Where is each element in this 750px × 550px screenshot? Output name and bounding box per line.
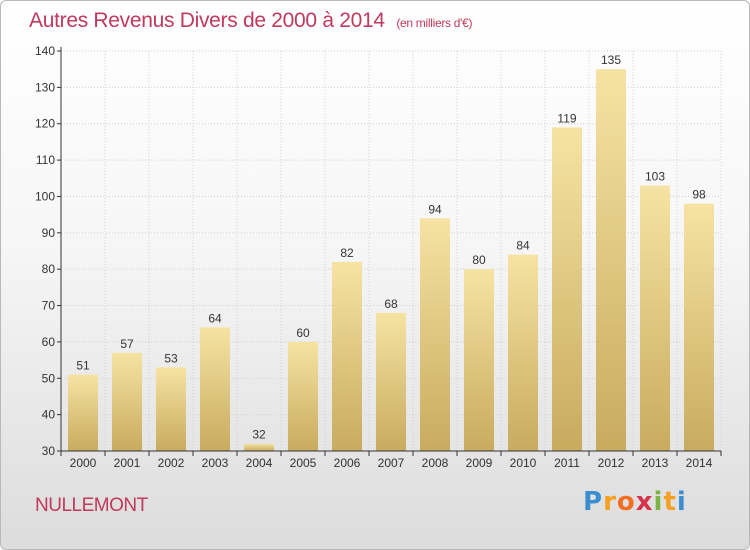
x-tick-label: 2000 (70, 456, 97, 470)
bar (332, 261, 362, 451)
data-label: 64 (208, 311, 222, 325)
y-tick-label: 50 (42, 371, 56, 385)
bars: 51 57 53 64 32 60 82 68 94 80 84 119 135 103 98 (68, 53, 714, 451)
x-tick-label: 2009 (466, 456, 493, 470)
x-tick-label: 2012 (598, 456, 625, 470)
y-tick-label: 40 (42, 408, 56, 422)
data-label: 57 (120, 337, 134, 351)
x-tick-label: 2003 (202, 456, 229, 470)
y-tick-label: 120 (35, 117, 55, 131)
y-tick-label: 90 (42, 226, 56, 240)
data-label: 94 (428, 202, 442, 216)
data-label: 98 (692, 188, 706, 202)
axes: 30 40 50 60 70 80 90 100 110 120 130 140 2000 2001 200… (35, 44, 722, 470)
bar (596, 69, 626, 451)
data-label: 135 (601, 53, 621, 67)
x-tick-label: 2006 (334, 456, 361, 470)
brand-letter: x (635, 487, 654, 517)
data-label: 53 (164, 351, 178, 365)
bar (288, 341, 318, 451)
x-tick-label: 2008 (422, 456, 449, 470)
bar (508, 254, 538, 451)
x-tick-label: 2014 (686, 456, 713, 470)
bar (112, 352, 142, 451)
bar (68, 374, 98, 451)
bar (464, 269, 494, 451)
x-tick-label: 2004 (246, 456, 273, 470)
bar (552, 127, 582, 451)
y-tick-label: 100 (35, 189, 55, 203)
y-tick-label: 110 (36, 153, 55, 167)
data-label: 103 (645, 170, 665, 184)
data-label: 80 (472, 253, 486, 267)
y-tick-label: 70 (42, 299, 56, 313)
bar (376, 312, 406, 451)
bar (200, 327, 230, 451)
bar (684, 203, 714, 451)
brand-letter: P (583, 487, 604, 517)
y-tick-label: 80 (42, 262, 56, 276)
x-tick-label: 2013 (642, 456, 669, 470)
x-tick-label: 2002 (158, 456, 185, 470)
bar (640, 185, 670, 451)
x-tick-label: 2001 (114, 456, 141, 470)
data-label: 60 (296, 326, 310, 340)
brand-letter: t (663, 487, 677, 517)
y-tick-label: 130 (35, 80, 55, 94)
data-label: 68 (384, 297, 398, 311)
x-tick-label: 2005 (290, 456, 317, 470)
data-label: 84 (516, 239, 530, 253)
y-tick-label: 140 (35, 44, 55, 58)
x-tick-label: 2007 (378, 456, 405, 470)
brand-letter: o (616, 487, 636, 517)
data-label: 82 (340, 246, 354, 260)
title-unit: (en milliers d'€) (396, 16, 473, 30)
brand-letter: i (676, 487, 687, 517)
bar (156, 367, 186, 451)
x-tick-label: 2011 (554, 456, 580, 470)
data-label: 32 (252, 428, 266, 442)
y-tick-label: 60 (42, 335, 56, 349)
brand-letter: r (603, 487, 617, 517)
title-text: Autres Revenus Divers de 2000 à 2014 (29, 9, 385, 32)
x-tick-label: 2010 (510, 456, 537, 470)
bar (420, 218, 450, 451)
location-label: NULLEMONT (35, 495, 148, 516)
data-label: 51 (76, 359, 90, 373)
chart-title: Autres Revenus Divers de 2000 à 2014 (en… (29, 9, 473, 33)
brand-letter: i (653, 487, 664, 517)
brand-logo: Proxiti (583, 487, 687, 517)
bar (244, 443, 274, 451)
y-tick-label: 30 (42, 444, 56, 458)
data-label: 119 (557, 111, 576, 125)
